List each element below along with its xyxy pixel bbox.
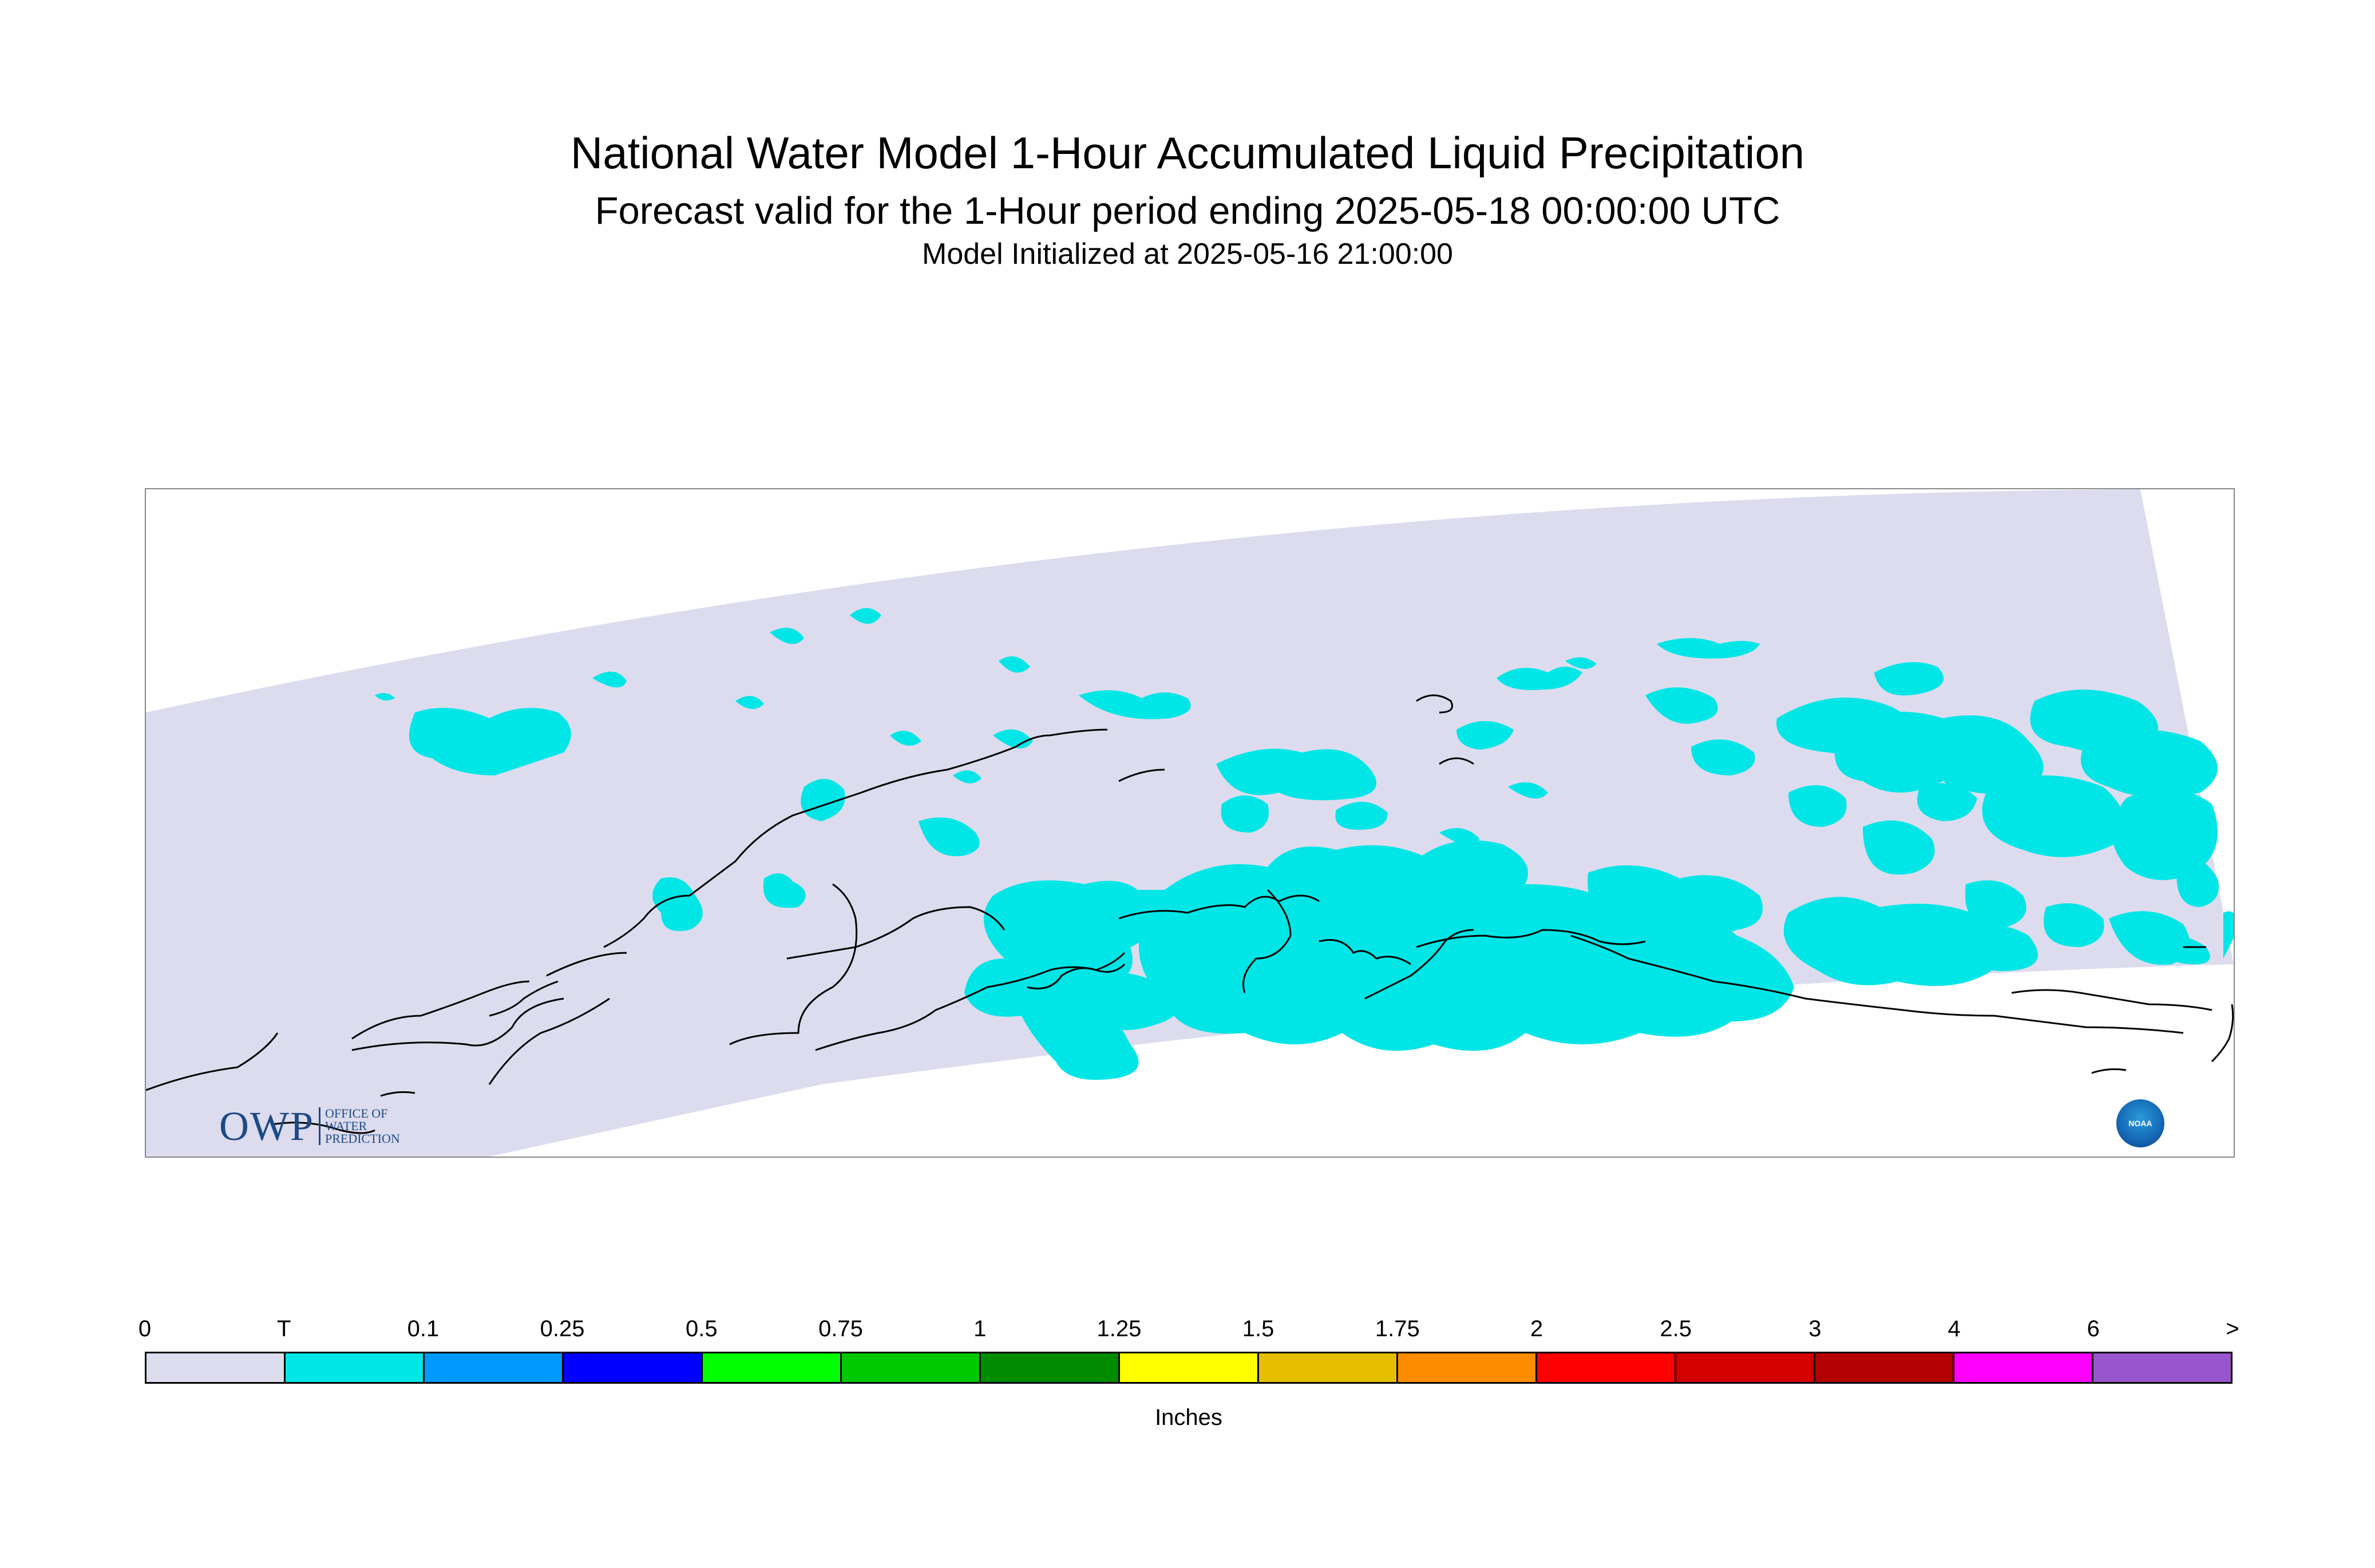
legend-swatch	[425, 1353, 564, 1382]
legend-tick-label: 0.25	[540, 1316, 585, 1341]
owp-logo: OWP OFFICE OF WATER PREDICTION	[219, 1103, 400, 1149]
legend-swatch	[1815, 1353, 1954, 1382]
precipitation-areas	[375, 608, 2234, 1080]
legend-swatch	[564, 1353, 703, 1382]
owp-logo-text: OFFICE OF WATER PREDICTION	[319, 1107, 400, 1145]
legend-tick-label: >	[2226, 1316, 2239, 1341]
legend-swatch	[1954, 1353, 2093, 1382]
owp-logo-letters: OWP	[219, 1103, 314, 1149]
legend-swatch	[1676, 1353, 1815, 1382]
legend-tick-label: 2	[1530, 1316, 1543, 1341]
owp-logo-line3: PREDICTION	[325, 1131, 400, 1146]
legend-tick-label: 3	[1808, 1316, 1822, 1341]
legend-tick-label: 0.1	[407, 1316, 440, 1341]
legend-swatch	[2093, 1353, 2231, 1382]
coastlines	[146, 694, 2234, 1134]
model-init-text: Model Initialized at 2025-05-16 21:00:00	[922, 237, 1453, 271]
legend-units-label: Inches	[1155, 1405, 1222, 1430]
noaa-logo: NOAA	[2116, 1099, 2164, 1147]
legend-swatch	[1398, 1353, 1537, 1382]
legend-swatch	[842, 1353, 981, 1382]
map-canvas	[146, 489, 2234, 1157]
legend-swatch	[1537, 1353, 1676, 1382]
legend-tick-label: 6	[2087, 1316, 2100, 1341]
legend-tick-label: 4	[1948, 1316, 1961, 1341]
legend-tick-label: 1.75	[1375, 1316, 1420, 1341]
chart-subtitle: Forecast valid for the 1-Hour period end…	[595, 189, 1780, 232]
owp-logo-line2: WATER	[325, 1119, 367, 1133]
legend-swatch	[147, 1353, 286, 1382]
legend-tick-label: 2.5	[1660, 1316, 1692, 1341]
legend-swatch	[1120, 1353, 1259, 1382]
legend-tick-label: T	[276, 1316, 291, 1341]
owp-logo-line1: OFFICE OF	[325, 1106, 388, 1120]
legend-swatch	[286, 1353, 425, 1382]
legend-tick-label: 0	[138, 1316, 152, 1341]
legend-tick-label: 1	[973, 1316, 987, 1341]
legend-tick-label: 1.5	[1242, 1316, 1274, 1341]
legend-tick-label: 0.5	[685, 1316, 718, 1341]
map-panel: OWP OFFICE OF WATER PREDICTION NOAA	[145, 488, 2235, 1158]
legend-swatch	[1259, 1353, 1398, 1382]
legend-tick-label: 1.25	[1097, 1316, 1142, 1341]
legend-colorbar	[145, 1352, 2232, 1384]
legend-swatch	[703, 1353, 842, 1382]
legend-swatch	[981, 1353, 1120, 1382]
chart-title: National Water Model 1-Hour Accumulated …	[570, 128, 1805, 178]
legend-tick-label: 0.75	[818, 1316, 863, 1341]
model-domain	[146, 489, 2234, 1157]
